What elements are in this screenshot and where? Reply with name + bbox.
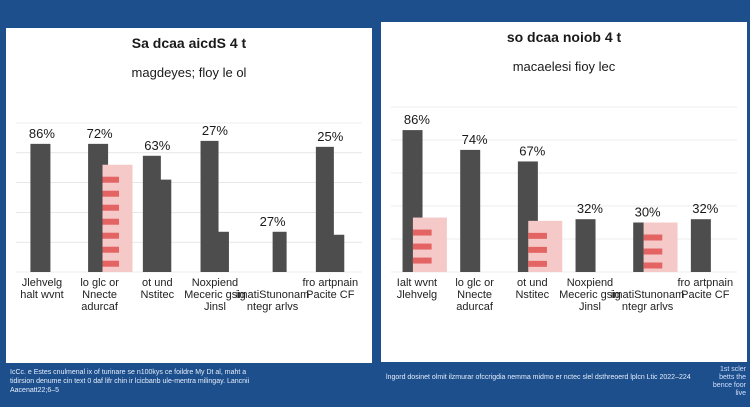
bar (315, 146, 334, 272)
data-label: 32% (692, 201, 718, 216)
tick-label: Meceric gsig (559, 289, 621, 301)
bar-stripe (528, 232, 547, 239)
bar-stripe (102, 232, 119, 239)
bar-stripe (528, 260, 547, 267)
bar (200, 140, 219, 272)
tick-label: imatiStunonam (236, 289, 309, 301)
tick-label: lo glc or (80, 277, 119, 289)
tick-label: Nstitec (515, 289, 549, 301)
tick-label: imatiStunonam (611, 289, 684, 301)
bar-stripe (412, 229, 432, 236)
bar-stripe (528, 246, 547, 253)
bar-stripe (643, 234, 663, 241)
tick-label: fro artpnain (677, 277, 733, 289)
bar (460, 149, 481, 272)
tick-label: adurcaf (81, 301, 119, 313)
data-label: 25% (317, 129, 343, 144)
bar-stripe (643, 248, 663, 255)
tick-label: Meceric gsig (184, 289, 246, 301)
data-label: 86% (404, 112, 430, 127)
data-label: 27% (260, 214, 286, 229)
tick-label: Nnecte (457, 289, 492, 301)
tick-label: fro artpnain (302, 277, 358, 289)
tick-label: ntegr arlvs (247, 301, 299, 313)
tick-label: Jlehvelg (22, 277, 62, 289)
bar-stripe (102, 218, 119, 225)
tick-label: ntegr arlvs (622, 301, 674, 313)
bar (575, 219, 596, 272)
data-label: 86% (29, 126, 55, 141)
data-label: 30% (635, 205, 661, 220)
bar (330, 234, 345, 272)
tick-label: Noxpiend (192, 277, 238, 289)
tick-label: ot und (517, 277, 548, 289)
left-chart-panel: Sa dcaa aicdS 4 t magdeyes; floy le ol 8… (6, 28, 372, 363)
right-footnote: lngord dosinet olmit ilzmurar ofccrigdia… (386, 374, 691, 381)
right-chart-subtitle: macaelesi fioy lec (512, 59, 616, 74)
tick-label: Noxpiend (567, 277, 613, 289)
left-chart-subtitle: magdeyes; floy le ol (131, 65, 247, 80)
right-chart-panel: so dcaa noiob 4 t macaelesi fioy lec 86%… (381, 22, 747, 362)
tick-label: Nstitec (140, 289, 174, 301)
data-label: 63% (144, 138, 170, 153)
data-label: 72% (87, 126, 113, 141)
bar (157, 179, 172, 272)
tick-label: Pacite CF (681, 289, 730, 301)
tick-label: Pacite CF (306, 289, 355, 301)
bar-stripe (102, 190, 119, 197)
left-chart-title: Sa dcaa aicdS 4 t (131, 35, 247, 51)
tick-label: Nnecte (82, 289, 117, 301)
data-label: 74% (462, 132, 488, 147)
bar-stripe (643, 262, 663, 269)
corner-badge: 1st scler betts the bence foor live (712, 366, 746, 397)
tick-label: lo glc or (455, 277, 494, 289)
tick-label: halt wvnt (20, 289, 63, 301)
tick-label: Jlehvelg (397, 289, 437, 301)
bar (142, 155, 161, 272)
bar-stripe (412, 243, 432, 250)
bar-stripe (102, 176, 119, 183)
tick-label: ot und (142, 277, 173, 289)
tick-label: Ialt wvnt (397, 277, 437, 289)
data-label: 32% (577, 201, 603, 216)
bar-stripe (102, 204, 119, 211)
tick-label: Jinsl (579, 301, 601, 313)
bar-stripe (102, 260, 119, 267)
bar (690, 219, 711, 272)
bar-stripe (102, 246, 119, 253)
bar (214, 231, 229, 272)
tick-label: adurcaf (456, 301, 494, 313)
right-chart-title: so dcaa noiob 4 t (506, 29, 622, 45)
bar (272, 231, 287, 272)
bar-stripe (412, 257, 432, 264)
bar (30, 143, 51, 272)
data-label: 27% (202, 123, 228, 138)
left-footnote: IcCc. e Estes cnulmenal ix of turinare s… (10, 369, 250, 394)
data-label: 67% (519, 143, 545, 158)
tick-label: Jinsl (204, 301, 226, 313)
